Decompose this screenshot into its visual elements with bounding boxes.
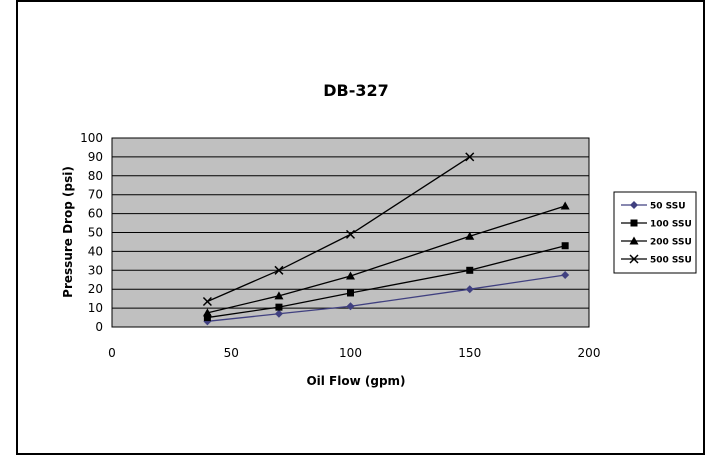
legend-marker xyxy=(629,254,639,264)
x-tick-label: 0 xyxy=(108,346,116,360)
data-point-marker xyxy=(274,265,284,275)
y-tick-label: 0 xyxy=(95,320,103,334)
series-200-ssu xyxy=(202,201,570,317)
grid-lines xyxy=(112,156,589,309)
series-100-ssu xyxy=(203,242,569,322)
data-point-marker xyxy=(561,242,569,250)
legend-label: 50 SSU xyxy=(650,202,686,212)
y-tick-label: 60 xyxy=(88,207,103,221)
data-point-marker xyxy=(346,271,355,280)
data-point-marker xyxy=(274,309,283,318)
data-point-marker xyxy=(347,289,354,297)
legend-marker xyxy=(629,236,639,245)
x-axis-title: Oil Flow (gpm) xyxy=(306,374,405,388)
y-tick-label: 100 xyxy=(80,131,103,145)
legend-label: 500 SSU xyxy=(650,256,692,266)
data-point-marker xyxy=(561,271,570,280)
data-point-marker xyxy=(466,266,474,274)
y-tick-label: 40 xyxy=(88,244,103,258)
y-tick-label: 50 xyxy=(88,226,103,240)
legend-item-100-ssu: 100 SSU xyxy=(621,219,692,230)
data-point-marker xyxy=(203,314,211,322)
data-point-marker xyxy=(465,285,474,294)
data-point-marker xyxy=(202,308,212,317)
legend-item-500-ssu: 500 SSU xyxy=(621,254,692,266)
y-tick-label: 70 xyxy=(88,188,103,202)
legend: 50 SSU 100 SSU 200 SSU 500 SSU xyxy=(613,191,697,274)
data-point-marker xyxy=(346,302,355,311)
y-tick-label: 90 xyxy=(88,150,103,164)
legend-label: 200 SSU xyxy=(650,238,692,248)
data-point-marker xyxy=(465,231,475,240)
data-point-marker xyxy=(465,152,475,162)
series-50-ssu xyxy=(203,271,570,326)
x-tick-label: 150 xyxy=(458,346,481,360)
legend-item-200-ssu: 200 SSU xyxy=(621,236,692,248)
data-point-marker xyxy=(275,303,283,311)
series-500-ssu xyxy=(202,152,475,307)
x-axis-ticks: 0 50 100 150 200 xyxy=(108,346,600,360)
y-axis-title: Pressure Drop (psi) xyxy=(61,166,75,298)
data-point-marker xyxy=(345,229,356,239)
y-tick-label: 80 xyxy=(88,169,103,183)
legend-item-50-ssu: 50 SSU xyxy=(621,201,686,212)
x-tick-label: 50 xyxy=(224,346,239,360)
x-tick-label: 200 xyxy=(578,346,601,360)
data-point-marker xyxy=(202,296,212,307)
data-point-marker xyxy=(560,201,570,210)
chart-title: DB-327 xyxy=(323,81,389,100)
legend-marker xyxy=(630,219,638,227)
y-axis-ticks: 0 10 20 30 40 50 60 70 80 90 100 xyxy=(80,131,103,334)
series-layer xyxy=(202,152,570,326)
y-tick-label: 20 xyxy=(88,282,103,296)
legend-marker xyxy=(630,201,638,209)
series-line-500-ssu xyxy=(207,156,471,303)
data-point-marker xyxy=(274,291,284,300)
y-tick-label: 10 xyxy=(88,301,103,315)
legend-label: 100 SSU xyxy=(650,220,692,230)
y-tick-label: 30 xyxy=(88,263,103,277)
x-tick-label: 100 xyxy=(339,346,362,360)
